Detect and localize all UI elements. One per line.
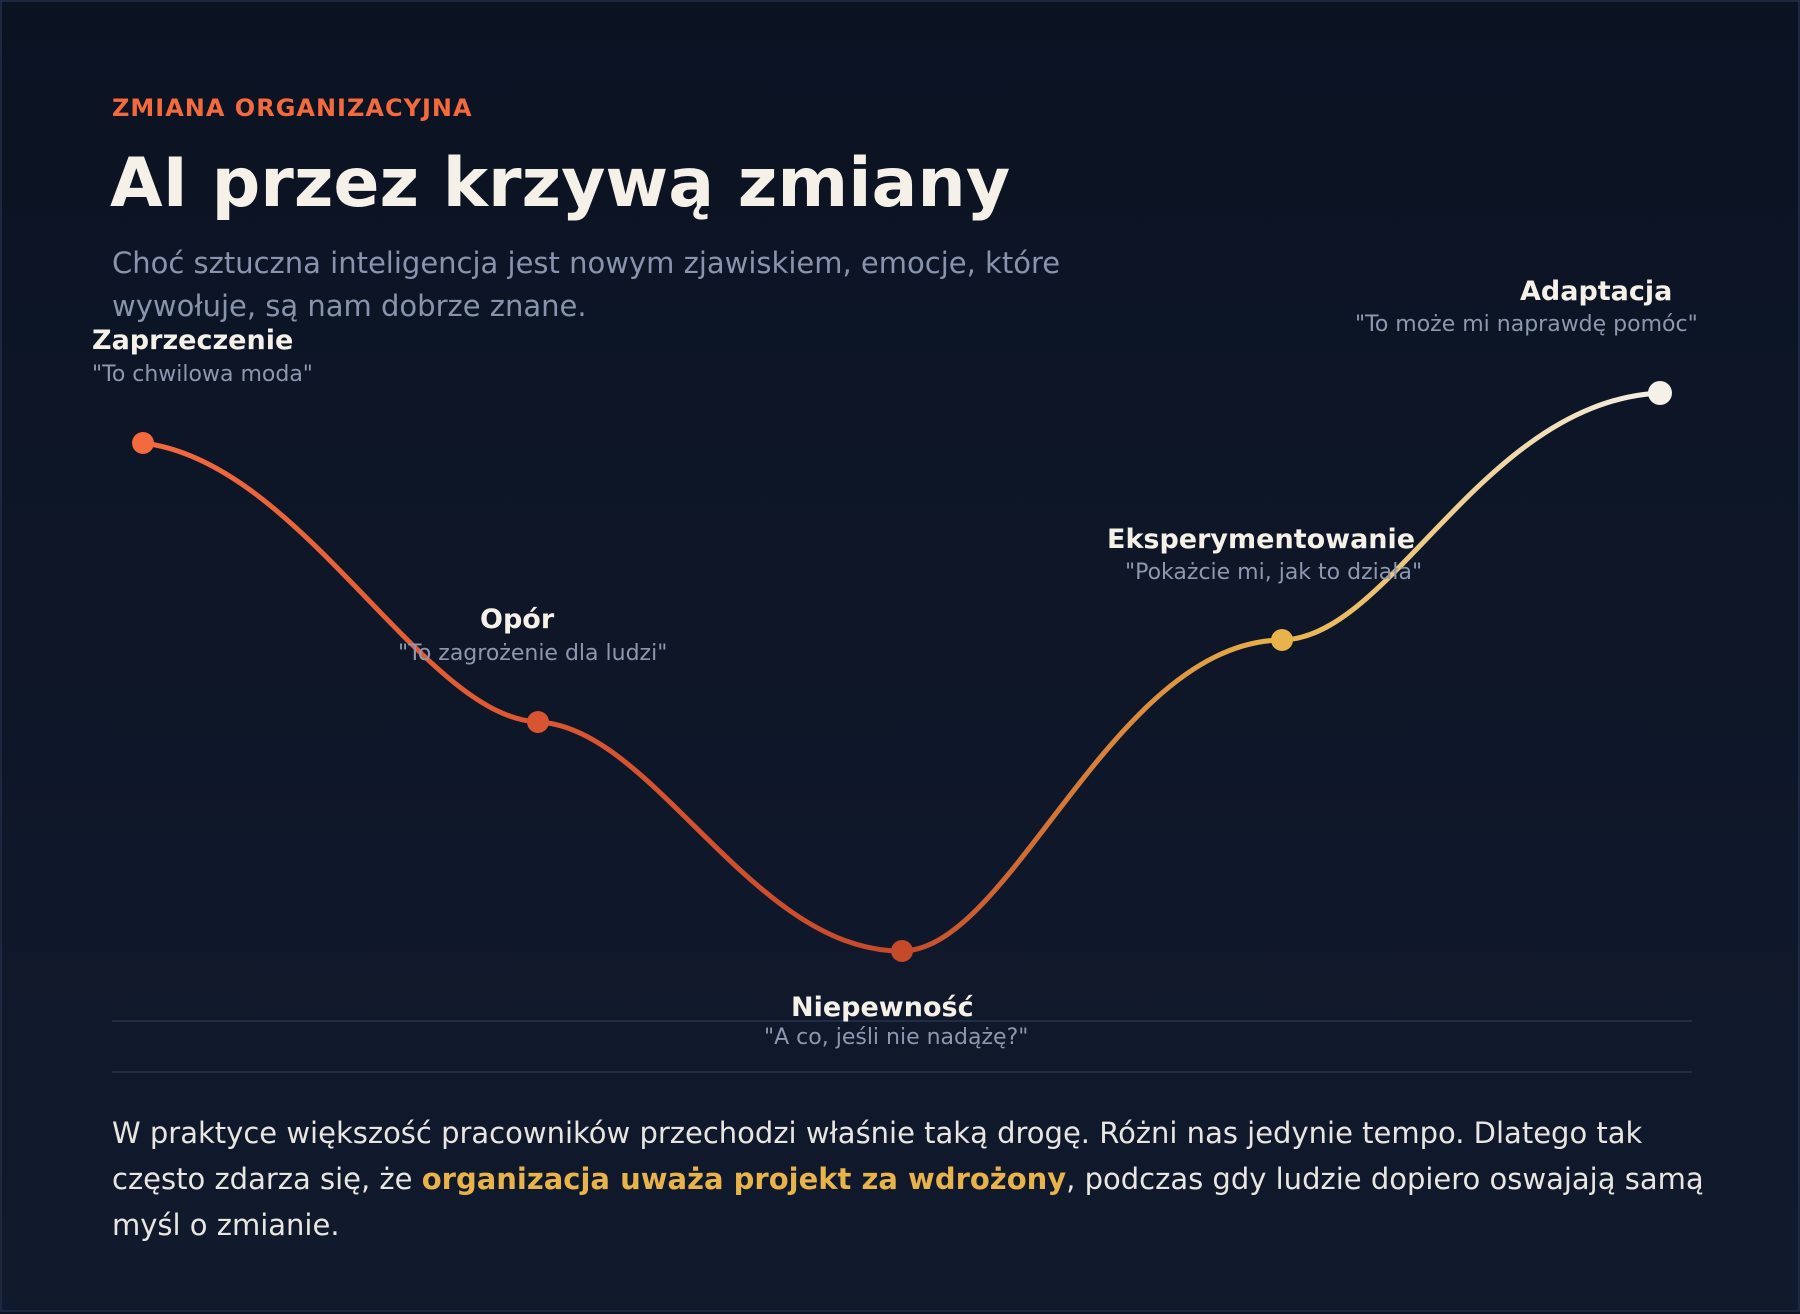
summary-text-start: W praktyce większość pracowników przecho… — [112, 1116, 1643, 1196]
content-divider — [112, 1071, 1692, 1073]
stage-name-zaprzeczenie: Zaprzeczenie — [92, 325, 294, 356]
summary-paragraph: W praktyce większość pracowników przecho… — [112, 1110, 1712, 1248]
summary-text-end: , podczas gdy ludzie dopiero oswajają sa… — [112, 1162, 1704, 1242]
stage-quote-opor: "To zagrożenie dla ludzi" — [398, 641, 668, 666]
stage-dot-niepewnosc — [891, 940, 913, 962]
stage-name-opor: Opór — [480, 604, 555, 635]
stage-quote-niepewnosc: "A co, jeśli nie nadążę?" — [764, 1025, 1029, 1050]
stage-quote-eksperymentowanie: "Pokażcie mi, jak to działa" — [1125, 560, 1423, 585]
stage-quote-zaprzeczenie: "To chwilowa moda" — [92, 362, 313, 387]
stage-name-niepewnosc: Niepewność — [791, 992, 974, 1023]
summary-highlight: organizacja uważa projekt za wdrożony — [421, 1162, 1067, 1196]
stage-dot-opor — [527, 711, 549, 733]
stage-name-eksperymentowanie: Eksperymentowanie — [1107, 524, 1416, 555]
eyebrow-label: ZMIANA ORGANIZACYJNA — [112, 94, 473, 122]
change-curve-path — [140, 390, 1663, 954]
page-title: AI przez krzywą zmiany — [110, 144, 1011, 223]
stage-dot-adaptacja — [1648, 381, 1672, 405]
stage-quote-adaptacja: "To może mi naprawdę pomóc" — [1355, 312, 1698, 337]
stage-dot-zaprzeczenie — [132, 432, 154, 454]
stage-dot-eksperymentowanie — [1271, 629, 1293, 651]
page-subtitle: Choć sztuczna inteligencja jest nowym zj… — [112, 246, 1061, 323]
stage-name-adaptacja: Adaptacja — [1520, 276, 1673, 307]
